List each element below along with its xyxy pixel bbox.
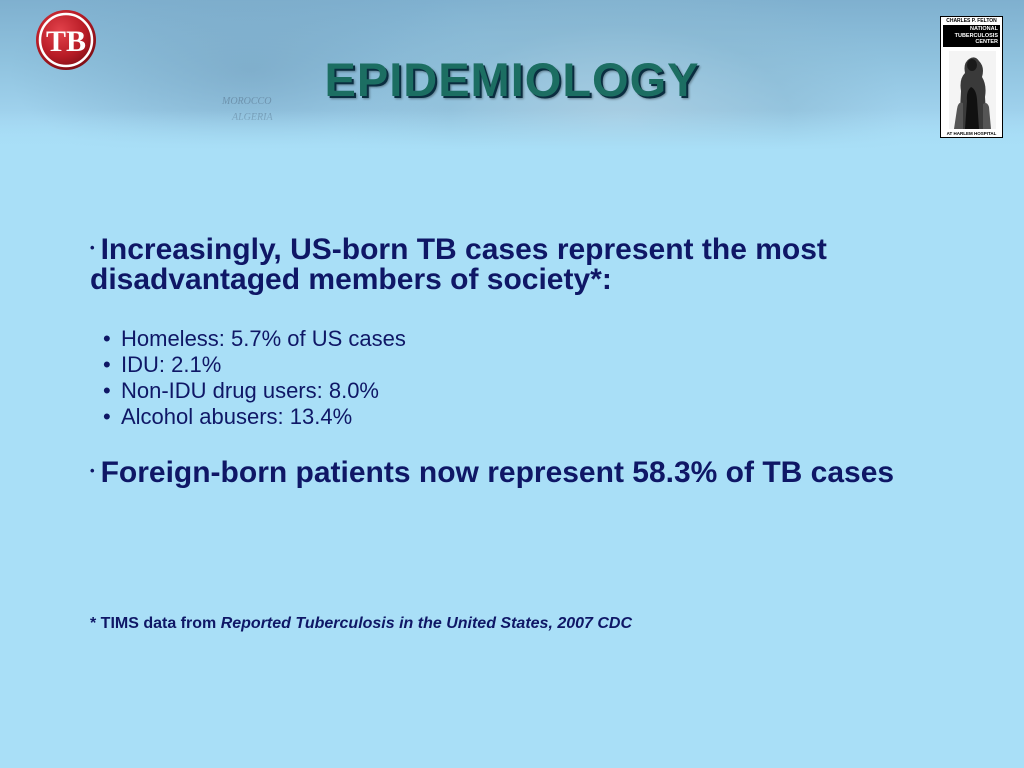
tb-logo-text: TB [46,25,86,58]
list-item-text: Alcohol abusers: 13.4% [121,404,353,429]
list-item: • IDU: 2.1% [103,352,406,378]
national-tb-center-logo: CHARLES P. FELTON NATIONAL TUBERCULOSIS … [940,16,1003,138]
bullet-text: Foreign-born patients now represent 58.3… [100,456,895,489]
badge-bottom-line: AT HARLEM HOSPITAL [946,131,997,136]
risk-group-list: • Homeless: 5.7% of US cases • IDU: 2.1% •… [103,326,406,430]
bullet-marker: • [103,326,111,351]
bullet-foreign-born: • Foreign-born patients now represent 58.… [90,456,950,488]
list-item: • Alcohol abusers: 13.4% [103,404,406,430]
bullet-text: Increasingly, US-born TB cases represent… [90,233,827,296]
bullet-us-born: • Increasingly, US-born TB cases represen… [90,233,950,295]
list-item-text: Non-IDU drug users: 8.0% [121,378,379,403]
bullet-marker: • [103,352,111,377]
badge-name-line: CENTER [975,39,998,45]
list-item-text: Homeless: 5.7% of US cases [121,326,406,351]
map-label-algeria: ALGERIA [232,112,273,123]
footnote-source: Reported Tuberculosis in the United Stat… [220,615,633,632]
bullet-marker: • [90,463,95,478]
bullet-marker: • [103,404,111,429]
footnote: * TIMS data from Reported Tuberculosis i… [90,615,632,633]
badge-name-block: NATIONAL TUBERCULOSIS CENTER [943,25,1000,47]
badge-name-line: TUBERCULOSIS [954,32,998,39]
list-item: • Homeless: 5.7% of US cases [103,326,406,352]
footnote-prefix: * TIMS data from [90,615,221,632]
bullet-marker: • [103,378,111,403]
list-item-text: IDU: 2.1% [121,352,222,377]
badge-top-line: CHARLES P. FELTON [946,18,997,24]
badge-name-line: NATIONAL [969,26,998,32]
page-title: EPIDEMIOLOGY [324,53,700,106]
bullet-marker: • [90,240,95,255]
map-label-morocco: MOROCCO [222,96,272,107]
header-globe-banner: MOROCCO ALGERIA [0,0,1024,150]
list-item: • Non-IDU drug users: 8.0% [103,378,406,404]
sculpture-icon [949,51,996,129]
tb-logo-icon: TB [36,10,96,70]
